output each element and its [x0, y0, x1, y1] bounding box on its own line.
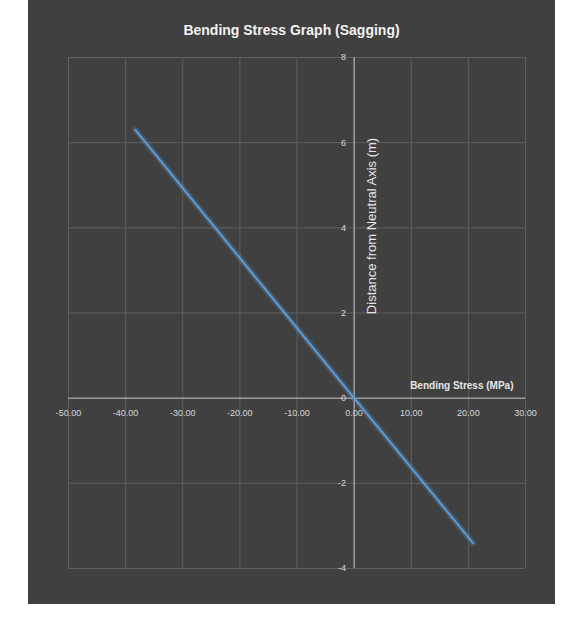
svg-text:6: 6 [341, 138, 346, 148]
svg-text:Bending Stress (MPa): Bending Stress (MPa) [410, 380, 513, 391]
svg-text:-2: -2 [338, 478, 346, 488]
svg-text:4: 4 [341, 223, 346, 233]
svg-text:Distance from Neutral Axis (m): Distance from Neutral Axis (m) [364, 138, 379, 314]
svg-text:-50.00: -50.00 [56, 408, 82, 418]
svg-text:-4: -4 [338, 563, 346, 573]
svg-text:20.00: 20.00 [457, 408, 480, 418]
html-text:Bending Stress Graph (Sagging): Bending Stress Graph (Sagging) [183, 22, 400, 38]
svg-text:2: 2 [341, 308, 346, 318]
svg-text:-40.00: -40.00 [113, 408, 139, 418]
svg-text:30.00: 30.00 [514, 408, 537, 418]
svg-text:0.00: 0.00 [345, 408, 363, 418]
svg-text:8: 8 [341, 52, 346, 62]
svg-text:0: 0 [341, 393, 346, 403]
svg-text:-20.00: -20.00 [227, 408, 253, 418]
svg-text:-10.00: -10.00 [284, 408, 310, 418]
svg-text:10.00: 10.00 [400, 408, 423, 418]
svg-text:-30.00: -30.00 [170, 408, 196, 418]
